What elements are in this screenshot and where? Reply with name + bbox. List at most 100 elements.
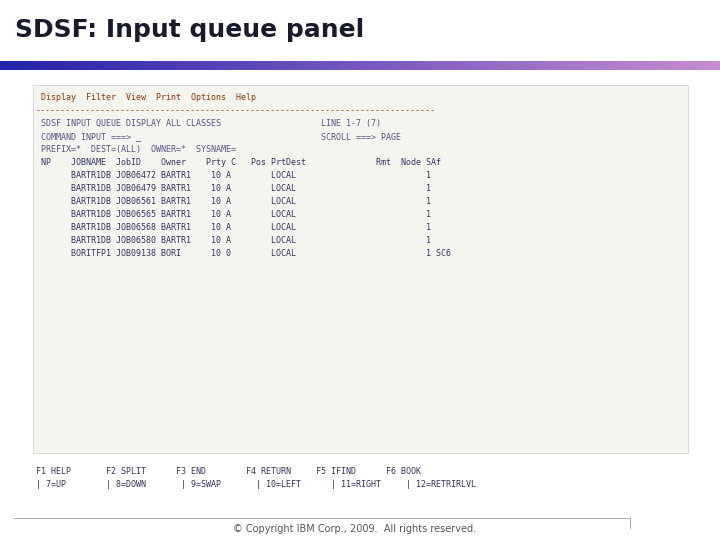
Bar	[554, 61, 557, 70]
Text: F1 HELP       F2 SPLIT      F3 END        F4 RETURN     F5 IFIND      F6 BOOK: F1 HELP F2 SPLIT F3 END F4 RETURN F5 IFI…	[36, 467, 421, 476]
Bar	[430, 61, 433, 70]
Bar	[533, 61, 536, 70]
Bar	[394, 61, 397, 70]
Bar	[492, 61, 495, 70]
Bar	[384, 61, 387, 70]
Text: NP    JOBNAME  JobID    Owner    Prty C   Pos PrtDest              Rmt  Node SAf: NP JOBNAME JobID Owner Prty C Pos PrtDes…	[36, 158, 441, 167]
Text: © Copyright IBM Corp., 2009.  All rights reserved.: © Copyright IBM Corp., 2009. All rights …	[233, 524, 477, 534]
Bar	[624, 61, 627, 70]
Bar	[535, 61, 538, 70]
Bar	[228, 61, 231, 70]
Bar	[230, 61, 233, 70]
Bar	[338, 61, 341, 70]
Bar	[290, 61, 293, 70]
Bar	[389, 61, 392, 70]
Bar	[387, 61, 390, 70]
Bar	[355, 61, 358, 70]
Bar	[564, 61, 567, 70]
Bar	[319, 61, 322, 70]
Bar	[641, 61, 644, 70]
Bar	[528, 61, 531, 70]
Bar	[538, 61, 541, 70]
Bar	[477, 61, 480, 70]
Bar	[686, 61, 689, 70]
Bar	[540, 61, 543, 70]
Bar	[454, 61, 456, 70]
Bar	[113, 61, 116, 70]
Bar	[53, 61, 55, 70]
Bar	[639, 61, 642, 70]
Bar	[199, 61, 202, 70]
Bar	[502, 61, 505, 70]
Bar	[27, 61, 30, 70]
Bar	[137, 61, 140, 70]
Bar	[617, 61, 620, 70]
Bar	[590, 61, 593, 70]
Bar	[139, 61, 142, 70]
Bar	[425, 61, 428, 70]
Bar	[110, 61, 113, 70]
Bar	[36, 61, 39, 70]
Bar	[106, 61, 109, 70]
Bar	[50, 61, 53, 70]
Bar	[675, 61, 678, 70]
Bar	[562, 61, 564, 70]
Bar	[142, 61, 145, 70]
Bar	[691, 61, 694, 70]
Bar	[194, 61, 197, 70]
Bar	[475, 61, 478, 70]
Bar	[17, 61, 19, 70]
Bar	[55, 61, 58, 70]
Bar	[269, 61, 271, 70]
Bar	[408, 61, 411, 70]
Bar	[427, 61, 430, 70]
Bar	[185, 61, 188, 70]
Bar	[243, 61, 246, 70]
Bar	[360, 61, 363, 70]
Bar	[713, 61, 716, 70]
Bar	[259, 61, 262, 70]
Bar	[598, 61, 600, 70]
Bar	[173, 61, 176, 70]
Bar	[679, 61, 682, 70]
Bar	[204, 61, 207, 70]
Bar	[295, 61, 298, 70]
Bar	[271, 61, 274, 70]
Bar	[103, 61, 106, 70]
Bar	[132, 61, 135, 70]
Bar	[214, 61, 217, 70]
Bar	[423, 61, 426, 70]
Bar	[7, 61, 10, 70]
Bar	[22, 61, 24, 70]
Text: BARTR1DB JOB06479 BARTR1    10 A        LOCAL                          1: BARTR1DB JOB06479 BARTR1 10 A LOCAL 1	[36, 184, 431, 193]
Bar	[264, 61, 267, 70]
Text: PREFIX=*  DEST=(ALL)  OWNER=*  SYSNAME=: PREFIX=* DEST=(ALL) OWNER=* SYSNAME=	[36, 145, 236, 154]
Bar	[711, 61, 714, 70]
Text: BARTR1DB JOB06561 BARTR1    10 A        LOCAL                          1: BARTR1DB JOB06561 BARTR1 10 A LOCAL 1	[36, 197, 431, 206]
Bar	[583, 61, 586, 70]
Bar	[547, 61, 550, 70]
Bar	[312, 61, 315, 70]
Bar	[24, 61, 27, 70]
Bar	[391, 61, 394, 70]
Bar	[607, 61, 610, 70]
Bar	[626, 61, 629, 70]
Bar	[315, 61, 318, 70]
Bar	[677, 61, 680, 70]
Bar	[225, 61, 228, 70]
Bar	[0, 61, 3, 70]
Text: BARTR1DB JOB06472 BARTR1    10 A        LOCAL                          1: BARTR1DB JOB06472 BARTR1 10 A LOCAL 1	[36, 171, 431, 180]
Bar	[122, 61, 125, 70]
Bar	[405, 61, 408, 70]
Bar	[283, 61, 286, 70]
Bar	[276, 61, 279, 70]
Bar	[48, 61, 51, 70]
Bar	[506, 61, 509, 70]
Bar	[310, 61, 312, 70]
Bar	[621, 61, 624, 70]
Bar	[233, 61, 235, 70]
Bar	[70, 61, 73, 70]
Bar	[163, 61, 166, 70]
Bar	[466, 61, 469, 70]
Bar	[329, 61, 332, 70]
